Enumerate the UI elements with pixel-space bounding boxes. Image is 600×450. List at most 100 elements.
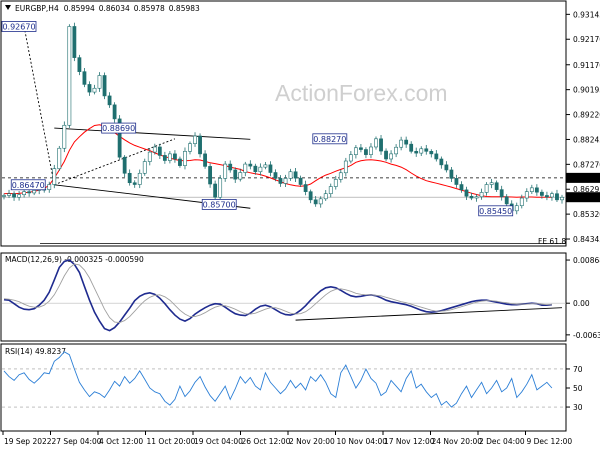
- time-axis: 19 Sep 2022 27 Sep 04:004 Oct 12:00 11 Oct…: [2, 431, 573, 446]
- candle-body: [384, 150, 388, 160]
- price-label-box: [1, 21, 37, 32]
- candle-body: [17, 194, 21, 198]
- macd-panel-frame: [0, 252, 567, 342]
- rsi-panel: RSI(14) 49.8237 70 50 30: [0, 343, 583, 432]
- time-tick-label: 26 Oct 12:00: [242, 437, 291, 446]
- candle-body: [318, 198, 323, 205]
- candle-body: [22, 191, 27, 196]
- candle-body: [92, 87, 97, 93]
- candle-body: [479, 192, 484, 198]
- time-tick-label: 24 Nov 20:00: [432, 437, 483, 446]
- candle-body: [278, 178, 283, 184]
- price-panel: EURGBP,H4 0.85994 0.86034 0.85978 0.85983 Ac…: [0, 0, 600, 247]
- current-price-tag-bg: [566, 192, 600, 203]
- price-label-text: 0.92670: [2, 22, 35, 31]
- trendline: [54, 138, 176, 186]
- candle-body: [288, 171, 293, 179]
- candle-body: [328, 186, 333, 195]
- candle-body: [102, 75, 107, 97]
- candle-body: [414, 151, 419, 154]
- price-label-box: [201, 199, 237, 210]
- candle-body: [308, 191, 313, 201]
- candle-body: [474, 196, 479, 199]
- candle-body: [394, 146, 399, 155]
- candle-body: [147, 151, 152, 162]
- candle-body: [560, 196, 564, 201]
- candle-body: [72, 26, 77, 58]
- candle-body: [434, 153, 439, 160]
- candle-body: [243, 163, 248, 173]
- price-annotations: 0.92670 0.88690 0.88270 0.86470 0.85700 0.854…: [1, 21, 600, 217]
- candle-body: [273, 172, 278, 179]
- candle-body: [338, 172, 343, 180]
- macd-y-tick-label: 0.008686: [573, 256, 600, 265]
- candle-body: [514, 205, 519, 212]
- time-tick-label: 19 Oct 04:00: [194, 437, 243, 446]
- candle-body: [379, 138, 383, 152]
- macd-y-axis: 0.008686 0.00 -0.006366: [566, 256, 600, 340]
- candle-body: [404, 139, 409, 145]
- symbol-text: EURGBP,H4: [15, 4, 59, 13]
- macd-line: [3, 259, 552, 332]
- price-y-tick-label: 0.86295: [573, 185, 600, 194]
- candle-body: [183, 151, 187, 166]
- rsi-line: [3, 351, 553, 408]
- rsi-title: RSI(14) 49.8237: [5, 347, 66, 356]
- time-tick-label: 9 Dec 12:00: [527, 437, 573, 446]
- candle-body: [62, 124, 67, 149]
- candle-body: [464, 189, 469, 197]
- price-label-text: 0.85700: [203, 200, 236, 209]
- candle-body: [369, 146, 373, 155]
- rsi-lines: [2, 351, 566, 408]
- candle-body: [188, 143, 192, 152]
- candle-body: [132, 182, 137, 185]
- candle-body: [389, 153, 393, 160]
- time-tick-label: 19 Sep 2022: [4, 437, 52, 446]
- ohlc-close: 0.85983: [169, 4, 200, 13]
- price-label-text: 0.88690: [102, 124, 135, 133]
- candle-body: [484, 184, 489, 193]
- candle-body: [303, 184, 308, 192]
- rsi-panel-frame: [0, 343, 567, 432]
- candle-body: [353, 147, 358, 155]
- candle-body: [555, 193, 559, 201]
- candle-body: [107, 95, 112, 106]
- collapse-triangle-icon[interactable]: [5, 5, 11, 10]
- macd-panel: MACD(12,26,9) -0.000325 -0.000590 0.0086…: [0, 252, 600, 342]
- candle-body: [359, 147, 363, 150]
- time-tick-label: 27 Sep 04:00: [52, 437, 102, 446]
- candle-body: [298, 177, 303, 185]
- candle-body: [524, 191, 529, 199]
- price-y-tick-label: 0.88245: [573, 135, 600, 144]
- candle-body: [374, 138, 378, 148]
- candle-body: [504, 196, 509, 205]
- candle-body: [253, 165, 258, 173]
- level-price-tag: 0.86740: [568, 174, 599, 183]
- candle-body: [444, 164, 449, 171]
- price-y-tick-label: 0.84345: [573, 235, 600, 244]
- price-y-tick-label: 0.90195: [573, 86, 600, 95]
- candle-body: [539, 191, 544, 196]
- candle-body: [213, 183, 218, 198]
- price-label-text: 0.85450: [479, 207, 512, 216]
- macd-signal-line: [3, 263, 552, 324]
- price-label-box: [10, 179, 46, 191]
- candle-body: [203, 153, 207, 167]
- rsi-y-tick-label: 50: [573, 384, 583, 393]
- price-label-text: 0.86470: [12, 181, 45, 190]
- candle-body: [32, 190, 37, 194]
- candle-body: [439, 158, 444, 166]
- ohlc-low: 0.85978: [134, 4, 165, 13]
- rsi-y-tick-label: 70: [573, 365, 583, 374]
- candle-body: [323, 193, 328, 200]
- macd-y-tick-label: 0.00: [573, 299, 590, 308]
- candle-body: [127, 172, 132, 184]
- time-tick-label: 2 Nov 20:00: [289, 437, 335, 446]
- time-tick-label: 11 Oct 20:00: [147, 437, 196, 446]
- ohlc-open: 0.85994: [64, 4, 95, 13]
- time-tick-label: 4 Oct 12:00: [99, 437, 143, 446]
- time-tick-label: 10 Nov 04:00: [337, 437, 388, 446]
